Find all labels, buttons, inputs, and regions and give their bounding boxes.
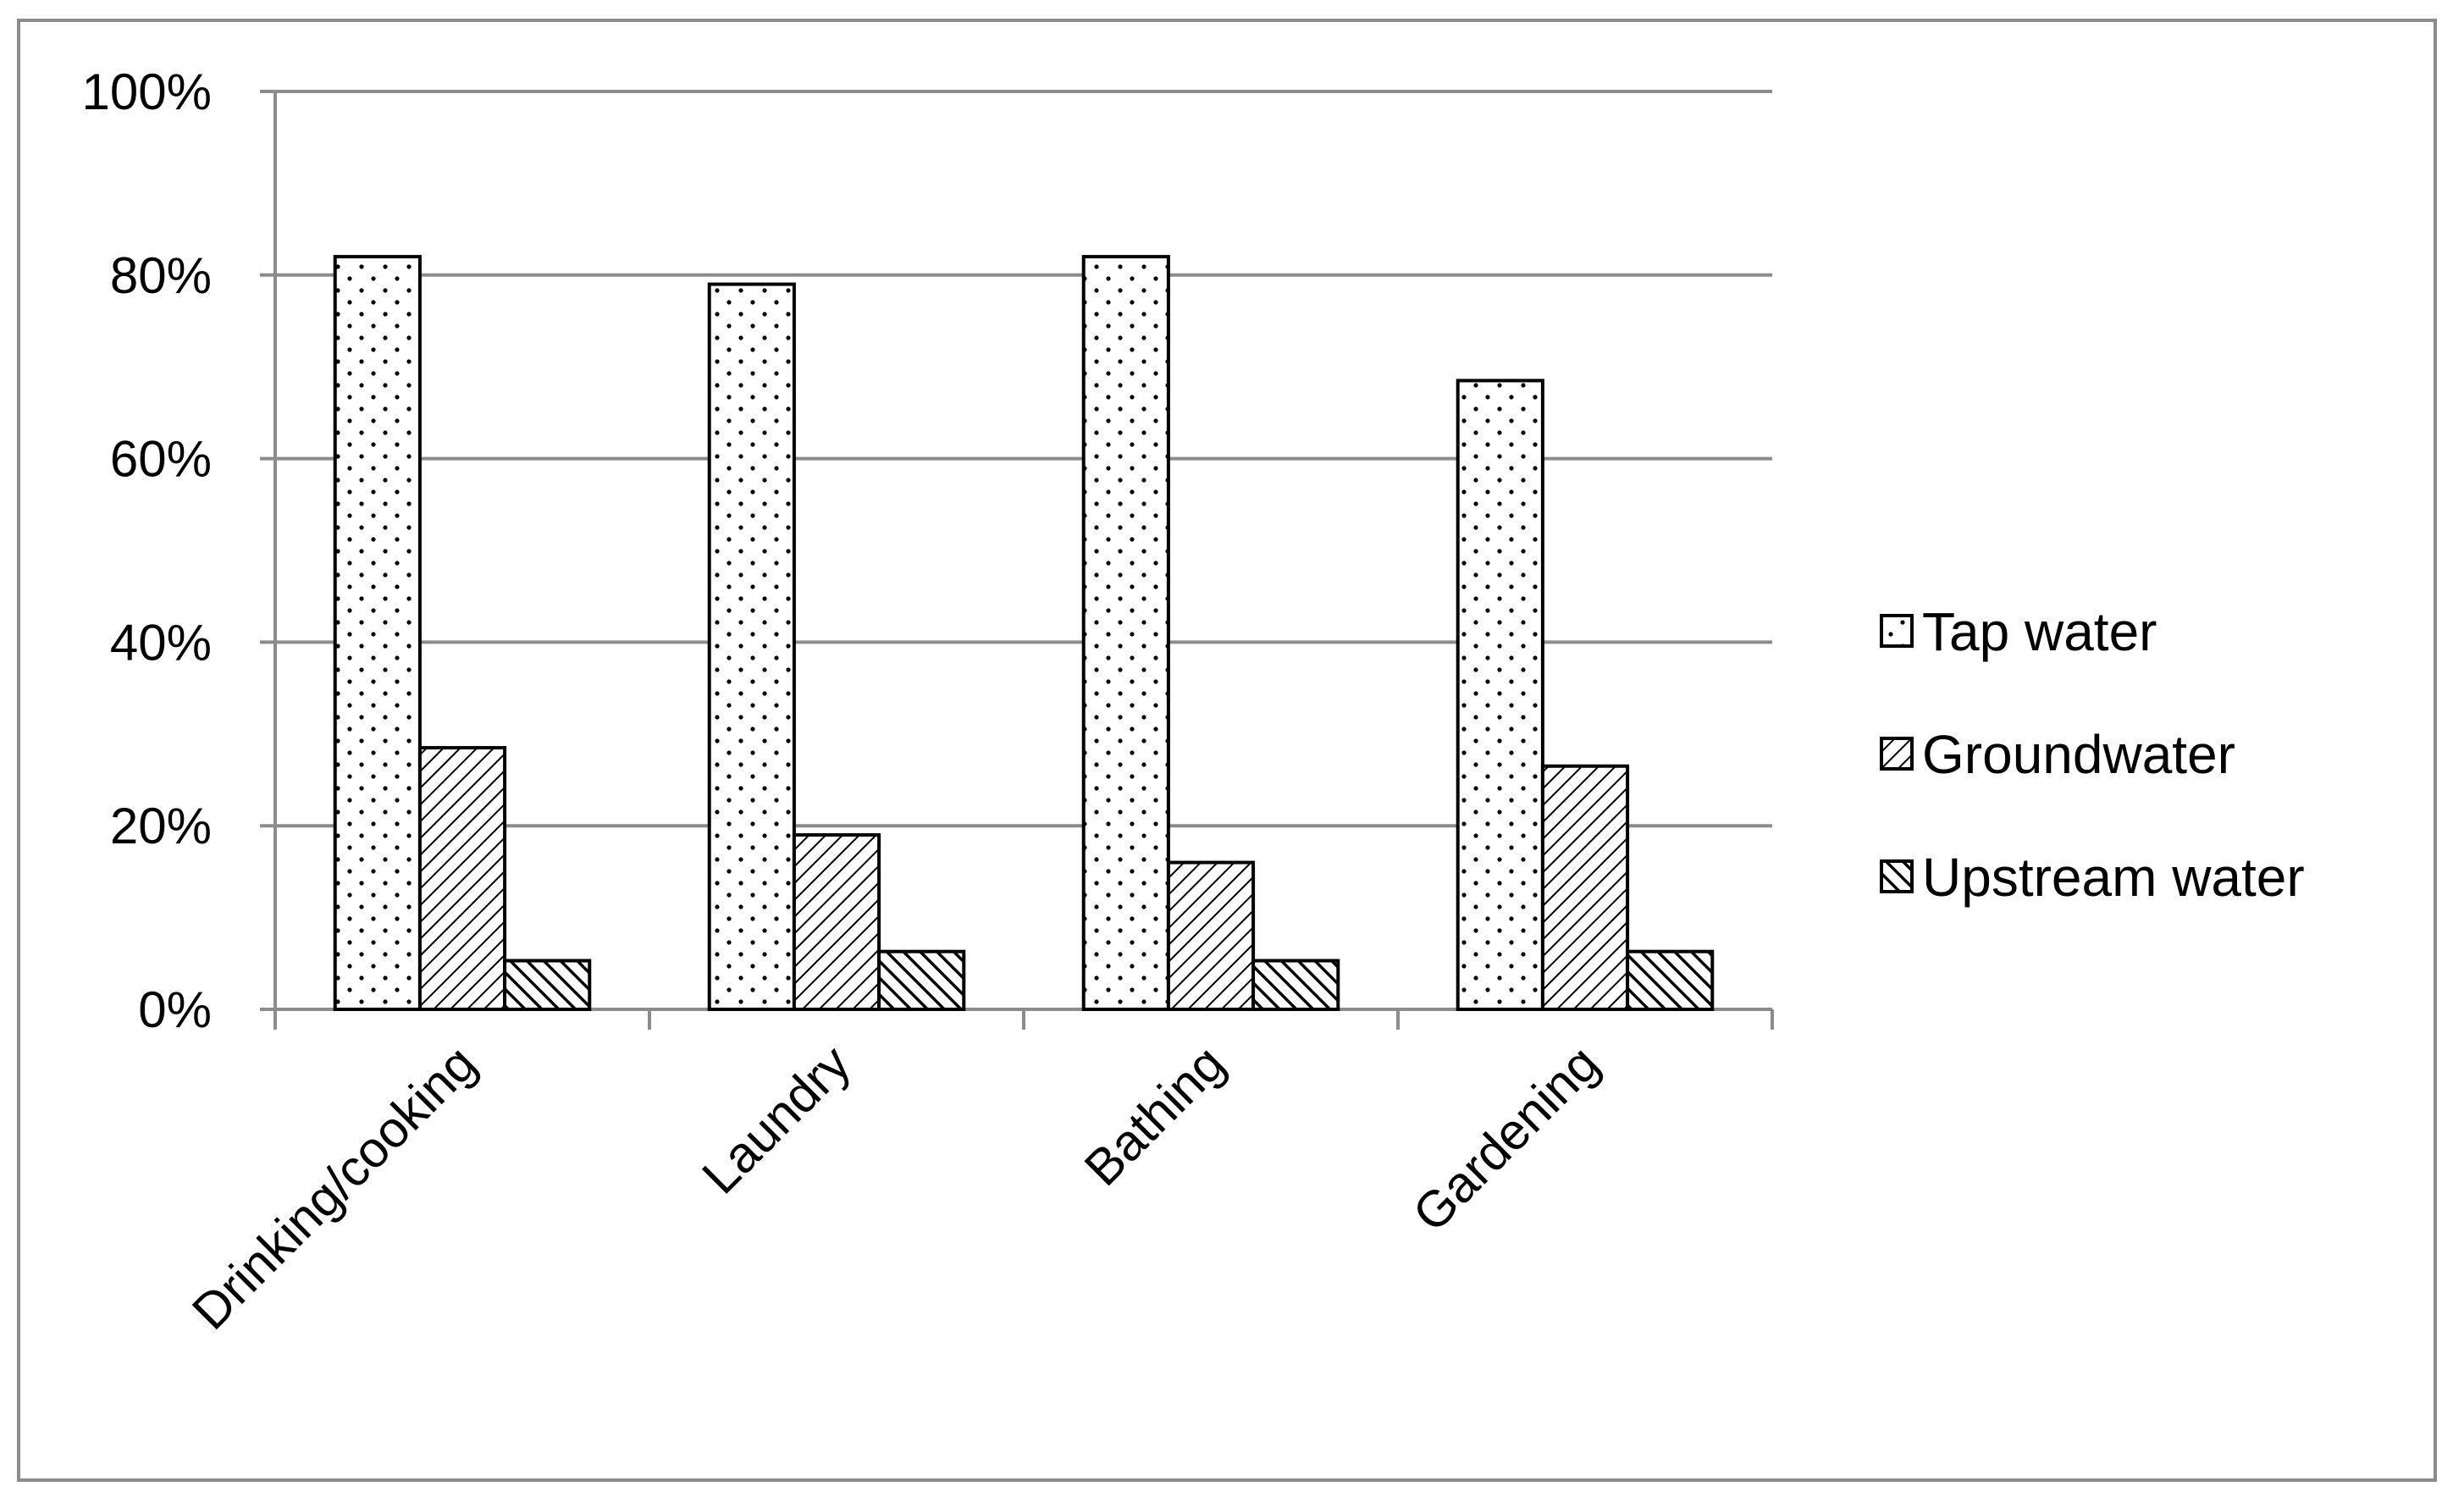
axis-labels: 0% 20% 40% 60% 80% 100% Drinking/cooking Laundr… [82,64,1610,1340]
x-tick-label: Laundry [691,1035,861,1205]
legend-swatch [1880,859,1914,893]
y-tick-label: 40% [110,614,212,671]
legend-swatch [1880,737,1914,771]
legend-label: Upstream water [1922,847,2305,908]
y-tick-label: 100% [82,64,212,120]
bar-tap-water-bathing [1081,255,1170,1011]
bar-groundwater-gardening [1540,764,1630,1011]
legend-item-groundwater: Groundwater [1880,724,2235,785]
bars [333,255,1715,1012]
bar-groundwater-laundry [792,833,881,1011]
y-tick-label: 80% [110,247,212,304]
bar-tap-water-drinking-cooking [333,255,422,1011]
x-tick-label: Bathing [1074,1035,1235,1196]
bar-tap-water-gardening [1456,379,1544,1011]
bar-groundwater-drinking-cooking [417,746,507,1011]
gridlines [275,90,1772,828]
y-tick-label: 20% [110,798,212,854]
x-tick-label: Gardening [1402,1035,1610,1243]
bar-upstream-water-bathing [1251,959,1340,1011]
y-tick-label: 60% [110,431,212,488]
legend-label: Tap water [1922,601,2157,662]
legend: Tap water Groundwater Upstream water [1880,601,2305,908]
legend-swatch [1880,614,1914,648]
legend-item-tap-water: Tap water [1880,601,2157,662]
bar-upstream-water-drinking-cooking [503,959,592,1011]
legend-label: Groundwater [1922,724,2235,785]
bar-upstream-water-gardening [1626,949,1715,1012]
bar-groundwater-bathing [1166,860,1256,1011]
bar-upstream-water-laundry [877,949,966,1012]
legend-item-upstream-water: Upstream water [1880,847,2305,908]
x-tick-label: Drinking/cooking [181,1035,487,1340]
y-tick-label: 0% [138,981,212,1038]
bar-tap-water-laundry [707,282,796,1011]
